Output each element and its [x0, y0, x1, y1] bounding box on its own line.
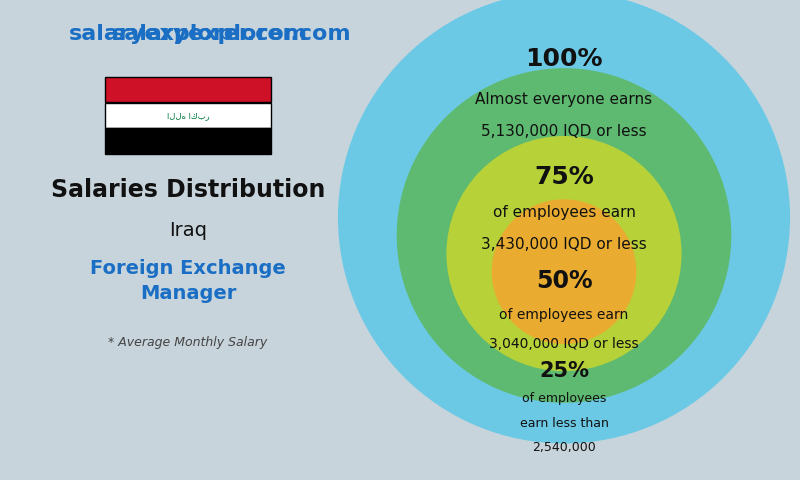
Text: 3,040,000 IQD or less: 3,040,000 IQD or less	[489, 337, 639, 351]
Text: explorer.com: explorer.com	[188, 24, 350, 44]
Text: Foreign Exchange
Manager: Foreign Exchange Manager	[90, 259, 286, 303]
Text: Iraq: Iraq	[169, 221, 207, 240]
Text: Almost everyone earns: Almost everyone earns	[475, 92, 653, 108]
FancyBboxPatch shape	[106, 103, 270, 128]
Text: salaryexplorer.com: salaryexplorer.com	[69, 24, 307, 44]
Text: * Average Monthly Salary: * Average Monthly Salary	[108, 336, 268, 349]
FancyBboxPatch shape	[106, 77, 270, 102]
Text: of employees earn: of employees earn	[493, 205, 635, 220]
Circle shape	[397, 68, 731, 403]
Circle shape	[446, 136, 682, 371]
Text: 3,430,000 IQD or less: 3,430,000 IQD or less	[481, 237, 647, 252]
Text: 25%: 25%	[539, 361, 589, 381]
Text: 100%: 100%	[526, 47, 602, 71]
Text: 2,540,000: 2,540,000	[532, 442, 596, 455]
Text: of employees: of employees	[522, 392, 606, 405]
Text: Salaries Distribution: Salaries Distribution	[51, 178, 325, 202]
Text: 5,130,000 IQD or less: 5,130,000 IQD or less	[481, 124, 647, 139]
Text: salary: salary	[112, 24, 188, 44]
Text: 50%: 50%	[536, 269, 592, 293]
FancyBboxPatch shape	[106, 128, 270, 154]
Text: of employees earn: of employees earn	[499, 308, 629, 322]
Circle shape	[492, 199, 636, 344]
Circle shape	[338, 0, 790, 444]
Text: earn less than: earn less than	[519, 417, 609, 430]
Text: الله اكبر: الله اكبر	[166, 111, 210, 120]
Text: 75%: 75%	[534, 165, 594, 189]
